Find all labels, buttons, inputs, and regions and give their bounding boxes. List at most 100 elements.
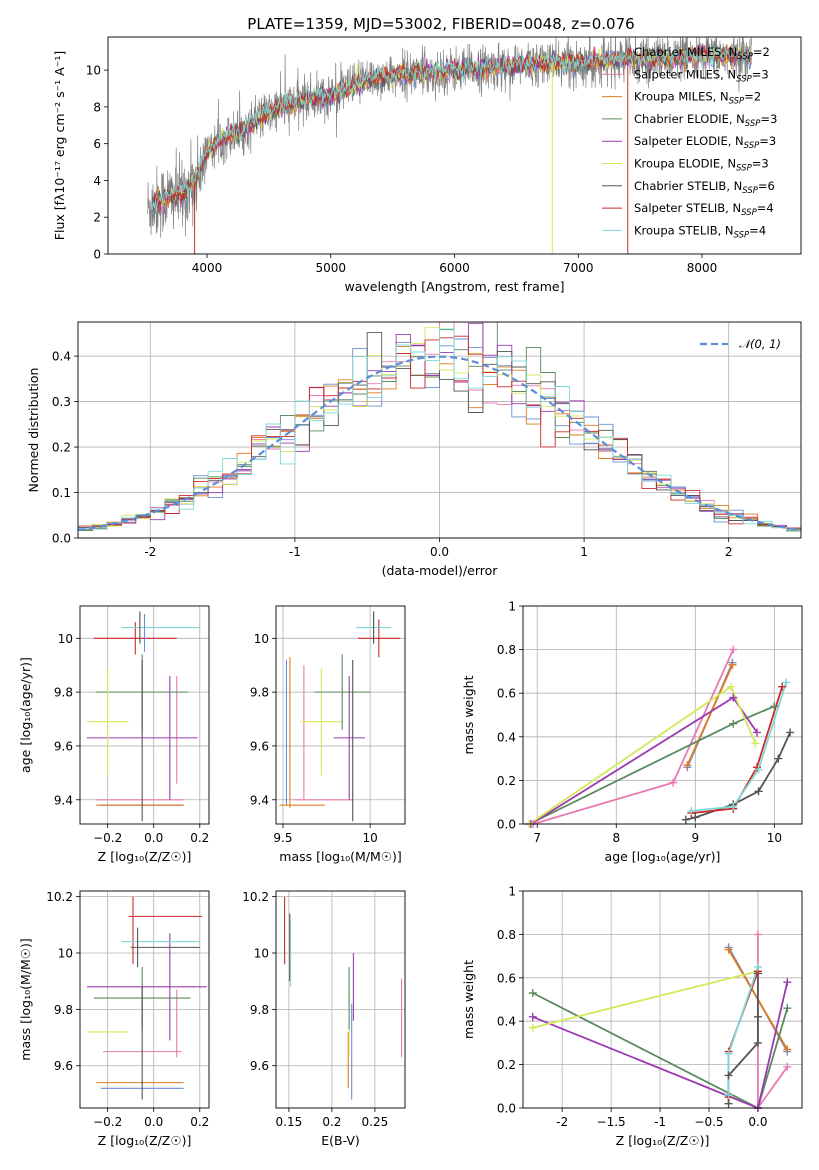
spectrum-ytick-label: 0 — [93, 248, 101, 262]
mass-vs-EBV-xtick-label: 0.2 — [322, 1115, 341, 1129]
residuals-ytick-label: 0.2 — [52, 441, 71, 455]
legend-eq: = — [753, 45, 763, 59]
weight-vs-age-point-marker — [728, 660, 737, 669]
weight-vs-age-xtick-label: 10 — [767, 831, 782, 845]
age-vs-Z-ytick-label: 9.4 — [54, 793, 73, 807]
weight-vs-Z-point-marker — [724, 1049, 733, 1058]
legend-nssp-value: 6 — [768, 179, 775, 193]
weight-vs-Z-xtick-label: −1.5 — [597, 1115, 626, 1129]
weight-vs-age-series-line — [686, 664, 734, 766]
weight-vs-Z-point-marker — [753, 1012, 762, 1021]
mass-vs-EBV-ytick-label: 10.2 — [242, 890, 269, 904]
legend-nssp-prefix: , N — [726, 179, 742, 193]
legend-label: Kroupa MILES, NSSP=2 — [634, 90, 761, 107]
age-vs-Z-xtick-label: −0.2 — [93, 831, 122, 845]
legend-label: Kroupa STELIB, NSSP=4 — [634, 223, 766, 240]
weight-vs-Z-series-line — [532, 970, 759, 1029]
weight-vs-Z-ylabel: mass weight — [461, 960, 476, 1039]
mass-vs-Z-ytick-label: 9.8 — [54, 1003, 73, 1017]
spectrum-ytick-label: 6 — [93, 137, 101, 151]
residuals-xtick-label: 1 — [580, 545, 588, 559]
weight-vs-Z-series-line — [727, 966, 759, 1095]
spectrum-plot-area — [147, 37, 752, 254]
legend-nssp-value: 2 — [754, 90, 761, 104]
legend-name: Kroupa ELODIE — [634, 157, 720, 171]
mass-vs-Z-xtick-label: 0.0 — [144, 1115, 163, 1129]
spectrum-xtick-label: 7000 — [563, 261, 594, 275]
weight-vs-age-point-marker — [754, 787, 763, 796]
legend-label: Chabrier ELODIE, NSSP=3 — [634, 112, 777, 129]
legend-nssp-sub: SSP — [741, 208, 757, 218]
legend-nssp-prefix: , N — [718, 223, 734, 237]
weight-vs-age-point-marker — [729, 645, 738, 654]
weight-vs-Z-ytick-label: 1 — [508, 885, 516, 899]
legend-nssp-prefix: , N — [725, 201, 741, 215]
weight-vs-Z-ytick-label: 0.8 — [497, 928, 516, 942]
weight-vs-Z-panel: -2 −1.5 -1 −0.5 0.0 0.0 0.2 0.4 0.6 0.8 1 Z [log₁₀(… — [461, 885, 803, 1148]
mass-vs-Z-xlabel: Z [log₁₀(Z/Z☉)] — [98, 1133, 192, 1148]
residual-histogram-step — [78, 328, 801, 531]
mass-vs-Z-ytick-label: 9.6 — [54, 1059, 73, 1073]
weight-vs-age-point-marker — [691, 813, 700, 822]
weight-vs-Z-point-marker — [724, 1071, 733, 1080]
weight-vs-Z-point-marker — [783, 1062, 792, 1071]
legend-eq: = — [752, 67, 762, 81]
legend-name: Kroupa MILES — [634, 90, 713, 104]
age-vs-Z-ytick-label: 9.6 — [54, 739, 73, 753]
residuals-ylabel: Normed distribution — [26, 368, 41, 493]
legend-name: Chabrier ELODIE — [634, 112, 729, 126]
weight-vs-age-point-marker — [681, 815, 690, 824]
legend-name: Chabrier MILES — [634, 45, 721, 59]
weight-vs-age-series-line — [691, 686, 784, 814]
residuals-ytick-label: 0.4 — [52, 350, 71, 364]
weight-vs-Z-frame — [522, 890, 803, 1109]
mass-vs-EBV-xtick-label: 0.15 — [276, 1115, 303, 1129]
weight-vs-age-ytick-label: 0.8 — [497, 643, 516, 657]
legend-label: Salpeter ELODIE, NSSP=3 — [634, 134, 776, 151]
legend-name: Salpeter ELODIE — [634, 134, 728, 148]
weight-vs-age-series-line — [530, 696, 758, 824]
legend-label: Salpeter STELIB, NSSP=4 — [634, 201, 774, 218]
legend-name: Salpeter MILES — [634, 67, 720, 81]
spectrum-ytick-label: 2 — [93, 211, 101, 225]
age-vs-mass-xtick-label: 10 — [362, 831, 377, 845]
weight-vs-age-xtick-label: 8 — [612, 831, 620, 845]
weight-vs-Z-point-marker — [724, 945, 733, 954]
legend-eq: = — [744, 90, 754, 104]
legend-nssp-value: 3 — [770, 112, 777, 126]
mass-vs-Z-xtick-label: 0.2 — [190, 1115, 209, 1129]
weight-vs-age-ytick-label: 1 — [508, 600, 516, 614]
weight-vs-Z-point-marker — [528, 1012, 537, 1021]
weight-vs-age-point-marker — [778, 682, 787, 691]
weight-vs-age-point-marker — [729, 719, 738, 728]
weight-vs-Z-point-marker — [724, 1090, 733, 1099]
legend-nssp-prefix: , N — [721, 45, 737, 59]
weight-vs-Z-xlabel: Z [log₁₀(Z/Z☉)] — [616, 1133, 710, 1148]
mass-vs-EBV-xtick-label: 0.25 — [362, 1115, 389, 1129]
legend-label: Chabrier MILES, NSSP=2 — [634, 45, 770, 62]
weight-vs-Z-xtick-label: 0.0 — [748, 1115, 767, 1129]
spectrum-frame — [107, 36, 802, 255]
age-vs-mass-ytick-label: 9.4 — [250, 793, 269, 807]
spectrum-xtick-label: 8000 — [687, 261, 718, 275]
weight-vs-Z-ytick-label: 0.2 — [497, 1058, 516, 1072]
figure-title: PLATE=1359, MJD=53002, FIBERID=0048, z=0… — [247, 15, 634, 33]
weight-vs-age-point-marker — [752, 728, 761, 737]
legend-nssp-sub: SSP — [742, 186, 758, 196]
legend-eq: = — [759, 134, 769, 148]
legend-name: Salpeter STELIB — [634, 201, 725, 215]
weight-vs-Z-point-marker — [753, 930, 762, 939]
mass-vs-EBV-ytick-label: 9.8 — [250, 1003, 269, 1017]
weight-vs-age-point-marker — [751, 739, 760, 748]
mass-vs-EBV-panel: 0.15 0.2 0.25 9.6 9.8 10 10.2 E(B-V) — [242, 890, 406, 1148]
mass-vs-Z-ytick-label: 10 — [58, 947, 73, 961]
mass-vs-Z-frame — [79, 890, 210, 1109]
age-vs-mass-plot-area — [279, 611, 400, 822]
residuals-xtick-label: -1 — [289, 545, 301, 559]
legend-nssp-prefix: , N — [720, 67, 736, 81]
legend-nssp-value: 3 — [761, 157, 768, 171]
weight-vs-Z-series-line — [532, 981, 789, 1108]
weight-vs-Z-point-marker — [783, 1045, 792, 1054]
weight-vs-age-point-marker — [770, 702, 779, 711]
